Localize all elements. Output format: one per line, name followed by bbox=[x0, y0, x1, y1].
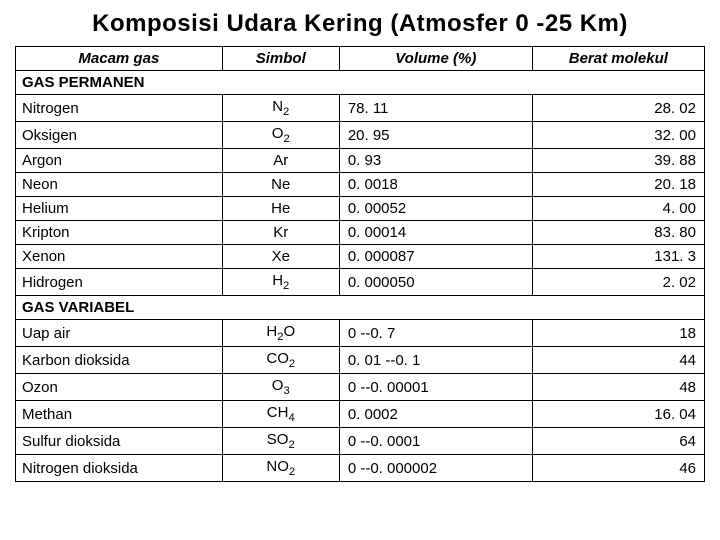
section-header: GAS PERMANEN bbox=[16, 71, 705, 95]
gas-volume: 0 --0. 00001 bbox=[339, 374, 532, 401]
gas-weight: 64 bbox=[532, 428, 704, 455]
gas-symbol: He bbox=[222, 197, 339, 221]
gas-name: Sulfur dioksida bbox=[16, 428, 223, 455]
gas-symbol: Ar bbox=[222, 149, 339, 173]
table-row: MethanCH4 0. 000216. 04 bbox=[16, 401, 705, 428]
gas-name: Karbon dioksida bbox=[16, 347, 223, 374]
table-row: Sulfur dioksidaSO20 --0. 000164 bbox=[16, 428, 705, 455]
gas-volume: 0 --0. 000002 bbox=[339, 455, 532, 482]
gas-name: Methan bbox=[16, 401, 223, 428]
gas-symbol: H2 bbox=[222, 269, 339, 296]
header-gas: Macam gas bbox=[16, 47, 223, 71]
gas-name: Ozon bbox=[16, 374, 223, 401]
header-volume: Volume (%) bbox=[339, 47, 532, 71]
gas-name: Helium bbox=[16, 197, 223, 221]
gas-symbol: NO2 bbox=[222, 455, 339, 482]
section-label: GAS PERMANEN bbox=[16, 71, 705, 95]
gas-weight: 16. 04 bbox=[532, 401, 704, 428]
gas-weight: 18 bbox=[532, 320, 704, 347]
table-row: ArgonAr0. 9339. 88 bbox=[16, 149, 705, 173]
gas-name: Uap air bbox=[16, 320, 223, 347]
gas-weight: 83. 80 bbox=[532, 221, 704, 245]
gas-name: Xenon bbox=[16, 245, 223, 269]
gas-volume: 0. 000087 bbox=[339, 245, 532, 269]
gas-weight: 2. 02 bbox=[532, 269, 704, 296]
gas-volume: 20. 95 bbox=[339, 122, 532, 149]
header-weight: Berat molekul bbox=[532, 47, 704, 71]
gas-weight: 20. 18 bbox=[532, 173, 704, 197]
gas-symbol: O3 bbox=[222, 374, 339, 401]
table-row: Uap airH2O0 --0. 718 bbox=[16, 320, 705, 347]
table-row: HidrogenH20. 0000502. 02 bbox=[16, 269, 705, 296]
header-symbol: Simbol bbox=[222, 47, 339, 71]
gas-name: Nitrogen bbox=[16, 95, 223, 122]
table-row: KriptonKr0. 0001483. 80 bbox=[16, 221, 705, 245]
table-row: NeonNe0. 001820. 18 bbox=[16, 173, 705, 197]
gas-name: Hidrogen bbox=[16, 269, 223, 296]
gas-volume: 0. 00052 bbox=[339, 197, 532, 221]
gas-weight: 131. 3 bbox=[532, 245, 704, 269]
gas-volume: 0. 0018 bbox=[339, 173, 532, 197]
gas-volume: 0. 00014 bbox=[339, 221, 532, 245]
gas-weight: 46 bbox=[532, 455, 704, 482]
gas-symbol: Xe bbox=[222, 245, 339, 269]
gas-symbol: O2 bbox=[222, 122, 339, 149]
gas-name: Neon bbox=[16, 173, 223, 197]
table-row: NitrogenN278. 1128. 02 bbox=[16, 95, 705, 122]
gas-volume: 0. 01 --0. 1 bbox=[339, 347, 532, 374]
gas-symbol: H2O bbox=[222, 320, 339, 347]
gas-volume: 0. 93 bbox=[339, 149, 532, 173]
gas-symbol: Kr bbox=[222, 221, 339, 245]
gas-volume: 78. 11 bbox=[339, 95, 532, 122]
table-row: OzonO30 --0. 0000148 bbox=[16, 374, 705, 401]
gas-weight: 39. 88 bbox=[532, 149, 704, 173]
table-row: Nitrogen dioksidaNO20 --0. 00000246 bbox=[16, 455, 705, 482]
section-label: GAS VARIABEL bbox=[16, 296, 705, 320]
gas-weight: 44 bbox=[532, 347, 704, 374]
table-row: XenonXe0. 000087131. 3 bbox=[16, 245, 705, 269]
header-row: Macam gas Simbol Volume (%) Berat moleku… bbox=[16, 47, 705, 71]
composition-table: Macam gas Simbol Volume (%) Berat moleku… bbox=[15, 46, 705, 482]
gas-weight: 28. 02 bbox=[532, 95, 704, 122]
gas-symbol: CO2 bbox=[222, 347, 339, 374]
table-row: Karbon dioksidaCO20. 01 --0. 144 bbox=[16, 347, 705, 374]
gas-name: Nitrogen dioksida bbox=[16, 455, 223, 482]
gas-volume: 0. 0002 bbox=[339, 401, 532, 428]
gas-symbol: Ne bbox=[222, 173, 339, 197]
gas-volume: 0. 000050 bbox=[339, 269, 532, 296]
gas-volume: 0 --0. 7 bbox=[339, 320, 532, 347]
table-row: OksigenO220. 9532. 00 bbox=[16, 122, 705, 149]
gas-weight: 32. 00 bbox=[532, 122, 704, 149]
gas-symbol: CH4 bbox=[222, 401, 339, 428]
gas-weight: 4. 00 bbox=[532, 197, 704, 221]
page-title: Komposisi Udara Kering (Atmosfer 0 -25 K… bbox=[15, 10, 705, 38]
table-row: HeliumHe0. 000524. 00 bbox=[16, 197, 705, 221]
section-header: GAS VARIABEL bbox=[16, 296, 705, 320]
gas-volume: 0 --0. 0001 bbox=[339, 428, 532, 455]
gas-name: Argon bbox=[16, 149, 223, 173]
gas-symbol: SO2 bbox=[222, 428, 339, 455]
gas-name: Kripton bbox=[16, 221, 223, 245]
gas-weight: 48 bbox=[532, 374, 704, 401]
gas-symbol: N2 bbox=[222, 95, 339, 122]
gas-name: Oksigen bbox=[16, 122, 223, 149]
